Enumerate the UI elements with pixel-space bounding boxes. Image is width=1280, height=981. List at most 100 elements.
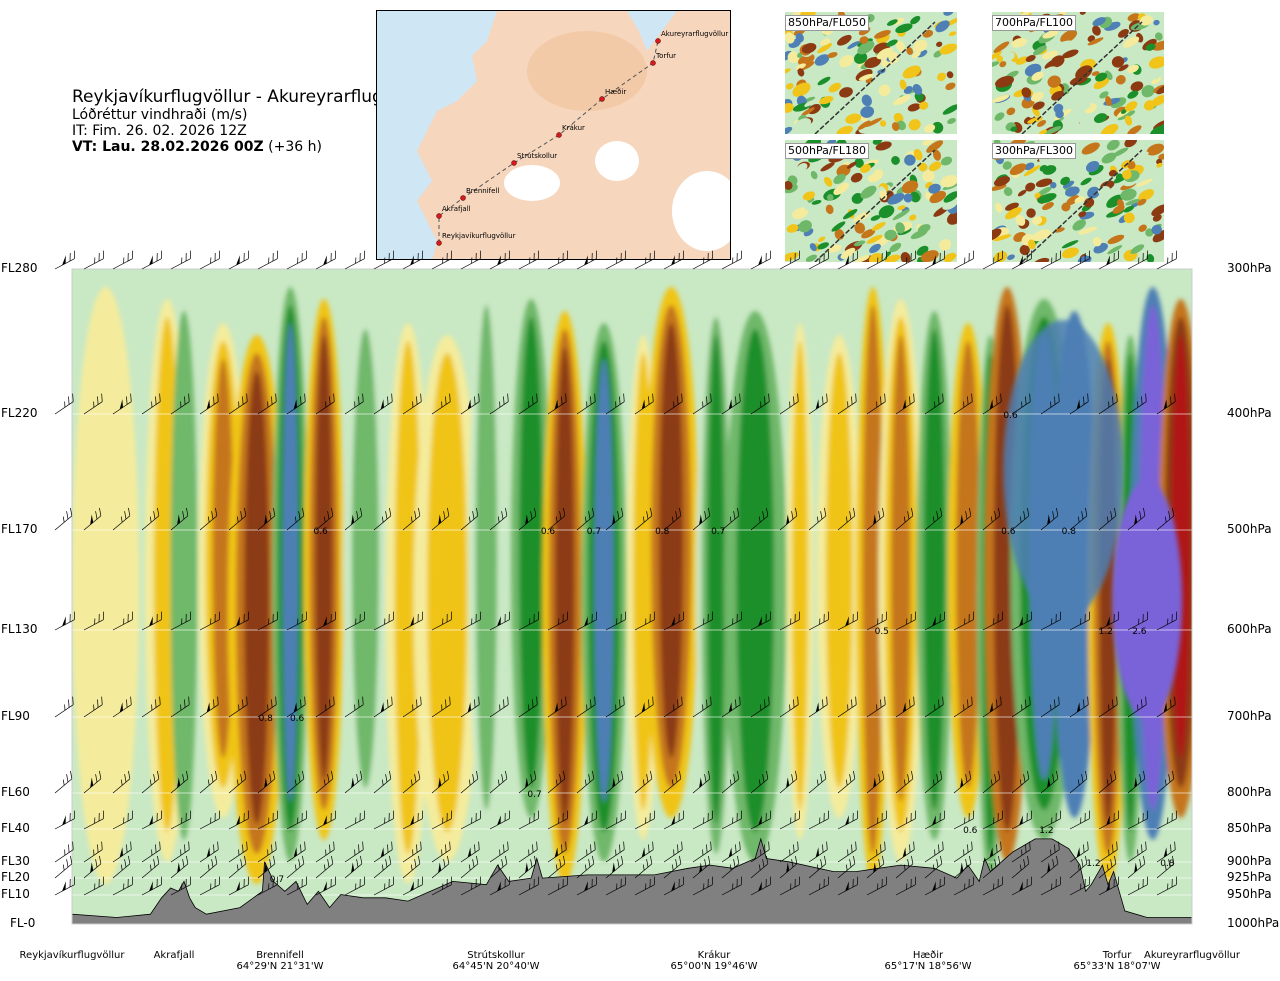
wind-barb: [54, 250, 76, 270]
wind-band: [955, 341, 981, 788]
value-annotation: 0.8: [1062, 527, 1077, 537]
wind-barb: [518, 393, 538, 415]
level-map-cell: [932, 91, 950, 102]
wind-barb: [83, 250, 105, 270]
wind-barb: [982, 855, 1001, 879]
wind-barb: [808, 770, 827, 794]
wind-barb: [576, 696, 596, 718]
level-map-cell: [794, 118, 812, 131]
level-map-cell: [1127, 90, 1139, 99]
wind-barb: [402, 507, 421, 531]
hpa-label: 900hPa: [1227, 854, 1272, 868]
wind-barb: [982, 696, 1002, 718]
wind-barb: [1156, 696, 1176, 718]
wind-barb: [54, 696, 74, 718]
level-map-cell: [1146, 254, 1155, 262]
waypoint-label: Reykjavíkurflugvöllur: [442, 232, 516, 240]
level-map-cell: [1151, 40, 1164, 51]
level-map-cell: [836, 125, 853, 134]
level-map-cell: [1118, 64, 1129, 72]
wind-barb: [634, 250, 656, 270]
wind-barb: [489, 696, 509, 718]
wind-barb: [547, 696, 567, 718]
wind-barb: [576, 841, 596, 863]
wind-barb: [1040, 611, 1062, 631]
wind-barb: [750, 841, 770, 863]
wind-barb: [489, 770, 508, 794]
level-map-cell: [1009, 163, 1027, 176]
wind-barb: [373, 855, 392, 879]
wind-barb: [518, 770, 537, 794]
level-map-cell: [1151, 204, 1164, 217]
level-map-cell: [1017, 189, 1027, 197]
wind-barb: [953, 507, 972, 531]
fl-label: FL20: [1, 870, 30, 884]
level-map-cell: [1115, 74, 1126, 85]
wind-barb: [866, 841, 886, 863]
level-map-cell: [1107, 234, 1125, 245]
level-map-cell: [939, 43, 957, 55]
level-map-cell: [828, 82, 842, 93]
value-annotation: 0.7: [587, 527, 601, 537]
level-map-cell: [1153, 19, 1160, 26]
wind-barb: [199, 810, 221, 830]
wind-barb: [257, 876, 279, 896]
wind-barb: [1098, 770, 1117, 794]
value-annotation: 1.2: [1099, 627, 1113, 637]
level-map-cell: [1106, 140, 1120, 151]
value-annotation: 0.6: [313, 527, 328, 537]
level-map-cell: [825, 204, 834, 215]
wind-barbs: [54, 250, 1178, 896]
wind-barb: [953, 611, 975, 631]
level-map-cell: [912, 83, 923, 95]
level-map-cell: [1092, 237, 1102, 247]
fl-label: FL30: [1, 854, 30, 868]
wind-barb: [54, 770, 73, 794]
level-map-cell: [904, 154, 916, 166]
wind-barb: [344, 696, 364, 718]
level-map-cell: [919, 101, 929, 110]
wind-barb: [199, 611, 221, 631]
value-annotation: 1.2: [1039, 826, 1053, 836]
wind-barb: [344, 841, 364, 863]
level-map-cell: [1087, 186, 1100, 199]
level-map-cell: [1075, 65, 1093, 80]
wind-barb: [257, 611, 279, 631]
wind-barb: [54, 393, 74, 415]
wind-barb: [953, 393, 973, 415]
wind-barb: [170, 250, 192, 270]
wind-barb: [54, 841, 74, 863]
wind-barb: [1011, 696, 1031, 718]
level-map-cell: [1005, 207, 1022, 220]
wind-barb: [982, 507, 1001, 531]
wind-barb: [1011, 393, 1031, 415]
sea: [377, 11, 497, 259]
wind-barb: [634, 696, 654, 718]
wind-barb: [228, 393, 248, 415]
wind-barb: [199, 876, 221, 896]
level-map-cell: [1041, 50, 1059, 60]
wind-barb: [257, 841, 277, 863]
wind-barb: [257, 393, 277, 415]
level-map-cell: [820, 162, 835, 172]
level-map-cell: [833, 182, 850, 196]
level-map-cell: [1081, 157, 1090, 166]
wind-barb: [1156, 841, 1176, 863]
wind-barb: [1040, 696, 1060, 718]
wind-barb: [431, 250, 453, 270]
wind-barb: [112, 770, 131, 794]
wind-barb: [634, 507, 653, 531]
waypoint-marker: [650, 60, 656, 66]
level-map-cell: [1003, 187, 1013, 197]
wind-barb: [344, 393, 364, 415]
wind-barb: [460, 855, 479, 879]
wind-barb: [1069, 507, 1088, 531]
level-map-cell: [1084, 197, 1095, 208]
level-map-cell: [1138, 224, 1147, 232]
value-annotation: 0.6: [963, 826, 978, 836]
fl-label: FL10: [1, 887, 30, 901]
wind-barb: [373, 770, 392, 794]
wind-band: [394, 341, 422, 854]
wind-barb: [721, 611, 743, 631]
wind-barb: [547, 611, 569, 631]
